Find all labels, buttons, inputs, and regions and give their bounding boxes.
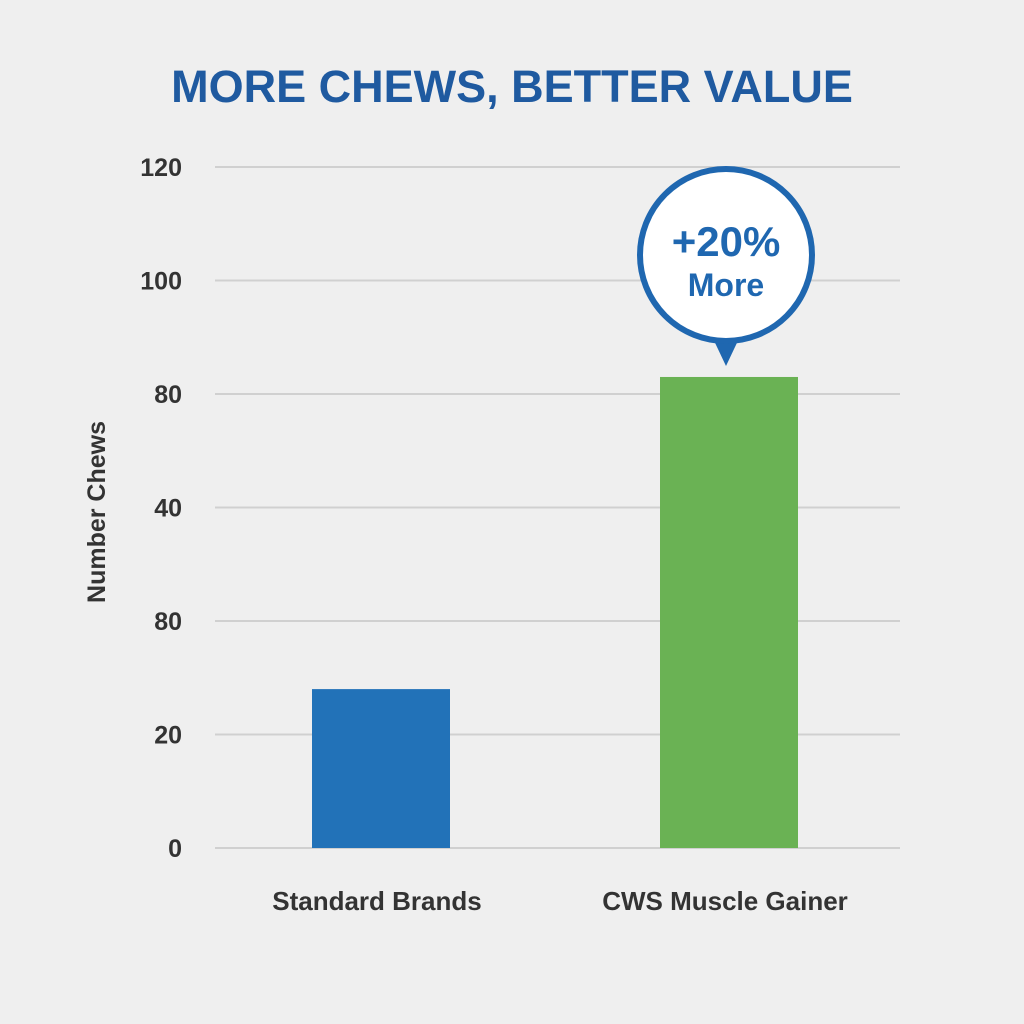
bar-1 <box>312 689 450 848</box>
x-category-label: Standard Brands <box>272 886 482 916</box>
y-tick-label: 0 <box>168 835 182 863</box>
y-axis-label: Number Chews <box>83 421 111 603</box>
y-tick-label: 40 <box>154 495 182 523</box>
y-tick-label: 20 <box>154 722 182 750</box>
y-tick-label: 80 <box>154 381 182 409</box>
x-category-label: CWS Muscle Gainer <box>602 886 848 916</box>
bar-2 <box>660 376 798 848</box>
y-tick-label: 80 <box>154 608 182 636</box>
callout-more: More <box>688 267 764 303</box>
callout-percent: +20% <box>672 218 781 265</box>
percent-more-callout: +20% More <box>637 166 815 366</box>
chart-title: MORE CHEWS, BETTER VALUE <box>171 61 853 112</box>
y-tick-label: 120 <box>140 154 182 182</box>
callout-circle <box>637 166 815 344</box>
y-tick-label: 100 <box>140 268 182 296</box>
